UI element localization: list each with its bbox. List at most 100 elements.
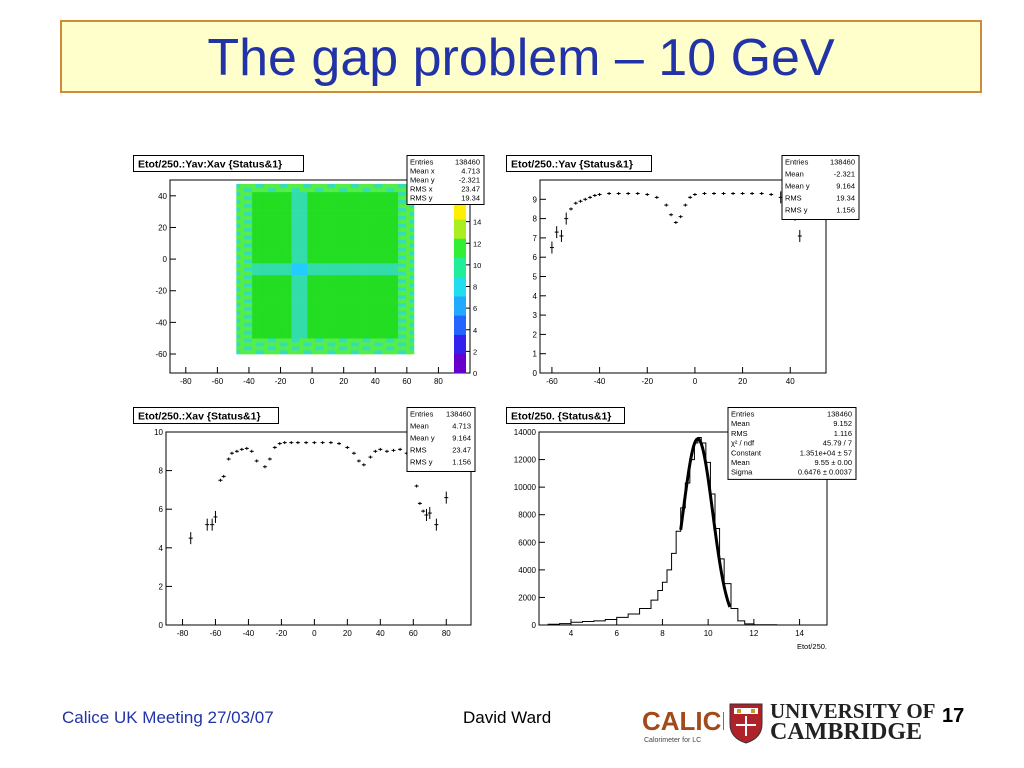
heatmap-cell [248,302,253,307]
heatmap-cell [354,247,359,252]
heatmap-cell [382,191,387,197]
heatmap-cell [362,314,367,319]
heatmap-cell [260,330,265,335]
heatmap-cell [370,207,375,212]
x-tick-label: 0 [310,377,315,386]
heatmap-cell [406,270,411,276]
heatmap-cell [335,255,340,260]
heatmap-cell [370,306,375,311]
heatmap-cell [402,350,407,355]
heatmap-cell [287,322,292,327]
stats-value: 1.351e+04 ± 57 [800,448,852,457]
y-tick-label: 14000 [514,428,537,437]
heatmap-cell [236,330,241,335]
heatmap-cell [240,207,245,212]
heatmap-cell [240,195,245,201]
heatmap-cell [386,274,391,280]
heatmap-cell [402,223,407,228]
heatmap-cell [319,235,324,240]
heatmap-cell [327,282,332,288]
heatmap-cell [398,207,403,212]
heatmap-cell [307,215,312,220]
heatmap-cell [327,334,332,339]
heatmap-cell [374,267,379,272]
heatmap-cell [260,314,265,319]
data-point [564,212,569,225]
heatmap-cell [291,330,296,335]
x-tick-label: 20 [339,377,348,386]
heatmap-cell [394,219,399,224]
heatmap-cell [362,235,367,240]
heatmap-cell [267,306,273,311]
heatmap-cell [410,255,415,260]
heatmap-cell [307,267,312,272]
heatmap-cell [283,191,288,197]
heatmap-cell [311,239,316,244]
heatmap-cell [402,191,407,197]
heatmap-cell [260,310,265,315]
x-tick-label: 40 [786,377,795,386]
heatmap-cell [358,346,363,351]
heatmap-cell [244,310,249,315]
heatmap-cell [398,247,403,252]
y-tick-label: 0 [533,369,538,378]
data-point [345,445,350,449]
heatmap-cell [378,302,383,307]
heatmap-cell [378,239,383,244]
heatmap-cell [315,199,320,205]
heatmap-cell [319,274,324,280]
heatmap-cell [370,330,375,335]
heatmap-cell [366,219,371,224]
heatmap-cell [311,235,316,240]
heatmap-cell [307,298,312,303]
heatmap-cell [346,235,352,240]
heatmap-cell [275,183,281,189]
data-point [797,229,802,242]
heatmap-cell [271,298,277,303]
heatmap-cell [287,255,292,260]
heatmap-cell [410,219,415,224]
heatmap-cell [335,270,340,276]
color-scale-segment [454,334,466,355]
heatmap-cell [394,350,399,355]
heatmap-cell [398,282,403,288]
heatmap-cell [402,219,407,224]
heatmap-cell [402,259,407,264]
heatmap-cell [263,255,269,260]
y-tick-label: 3 [533,311,538,320]
heatmap-cell [307,286,312,292]
heatmap-cell [398,219,403,224]
heatmap-cell [315,247,320,252]
heatmap-cell [358,338,363,343]
data-point [351,451,356,455]
heatmap-cell [260,334,265,339]
data-point [669,213,674,217]
heatmap-cell [303,191,308,197]
heatmap-cell [275,318,281,323]
heatmap-cell [248,251,253,256]
heatmap-cell [275,215,281,220]
heatmap-cell [248,290,253,295]
heatmap-cell [252,298,257,303]
heatmap-cell [252,219,257,224]
heatmap-cell [307,263,312,268]
heatmap-cell [398,227,403,232]
heatmap-cell [311,350,316,355]
heatmap-cell [374,330,379,335]
heatmap-cell [256,306,261,311]
heatmap-cell [299,255,304,260]
heatmap-cell [263,211,269,216]
heatmap-cell [267,342,273,347]
heatmap-cell [260,302,265,307]
heatmap-cell [299,338,304,343]
heatmap-cell [307,247,312,252]
heatmap-cell [366,290,371,295]
heatmap-cell [402,334,407,339]
data-point [607,192,612,196]
heatmap-cell [323,298,328,303]
heatmap-cell [263,223,269,228]
heatmap-cell [299,267,304,272]
heatmap-cell [295,342,300,347]
chart-title: Etot/250.:Yav {Status&1} [511,159,633,171]
heatmap-cell [271,274,277,280]
